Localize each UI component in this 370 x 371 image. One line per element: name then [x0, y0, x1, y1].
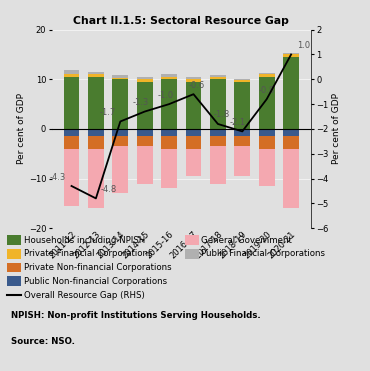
Text: Private Non-financial Corporations: Private Non-financial Corporations	[24, 263, 171, 272]
Text: -1.3: -1.3	[133, 98, 149, 107]
Bar	[161, 74, 177, 77]
Text: Overall Resource Gap (RHS): Overall Resource Gap (RHS)	[24, 290, 144, 299]
Bar	[259, 149, 275, 186]
Bar	[64, 77, 80, 129]
Bar	[210, 77, 226, 79]
Bar	[210, 79, 226, 129]
Bar	[234, 137, 250, 146]
Bar	[88, 129, 104, 137]
Bar	[64, 70, 80, 74]
Text: General Government: General Government	[201, 236, 292, 244]
Bar	[259, 137, 275, 149]
Bar	[137, 137, 153, 146]
Bar	[234, 146, 250, 176]
Bar	[210, 75, 226, 77]
Bar	[259, 74, 275, 77]
Bar	[161, 79, 177, 129]
Bar	[186, 77, 201, 79]
FancyBboxPatch shape	[7, 276, 21, 286]
Bar	[283, 129, 299, 137]
Bar	[137, 146, 153, 184]
Bar	[234, 79, 250, 80]
Bar	[234, 82, 250, 129]
Bar	[210, 137, 226, 146]
FancyBboxPatch shape	[7, 263, 21, 272]
Text: -0.8: -0.8	[259, 86, 275, 95]
Bar	[88, 137, 104, 149]
Bar	[259, 77, 275, 129]
Text: -1.0: -1.0	[157, 91, 174, 100]
Bar	[137, 129, 153, 137]
Bar	[161, 129, 177, 137]
Text: -2.1: -2.1	[229, 118, 245, 127]
Bar	[283, 137, 299, 149]
Text: Households including NPISH: Households including NPISH	[24, 236, 145, 244]
Bar	[88, 72, 104, 74]
Bar	[283, 53, 299, 55]
Text: -1.8: -1.8	[213, 111, 230, 119]
Bar	[259, 73, 275, 74]
Bar	[186, 149, 201, 176]
Text: -4.8: -4.8	[101, 185, 117, 194]
Bar	[112, 146, 128, 193]
FancyBboxPatch shape	[7, 235, 21, 245]
Bar	[259, 129, 275, 137]
Bar	[186, 82, 201, 129]
Bar	[137, 79, 153, 82]
FancyBboxPatch shape	[7, 249, 21, 259]
Bar	[112, 75, 128, 78]
Bar	[161, 77, 177, 79]
Y-axis label: Per cent of GDP: Per cent of GDP	[332, 93, 340, 164]
FancyBboxPatch shape	[185, 235, 199, 245]
Bar	[210, 129, 226, 137]
Bar	[161, 137, 177, 149]
Bar	[112, 137, 128, 146]
Bar	[234, 80, 250, 82]
Bar	[186, 137, 201, 149]
Bar	[64, 149, 80, 206]
Bar	[112, 129, 128, 137]
Text: Public Financial Corporations: Public Financial Corporations	[201, 249, 325, 258]
Text: Public Non-financial Corporations: Public Non-financial Corporations	[24, 277, 167, 286]
Bar	[210, 146, 226, 184]
Bar	[137, 77, 153, 79]
Bar	[64, 129, 80, 137]
Text: -1.7: -1.7	[99, 108, 115, 117]
Title: Chart II.1.5: Sectoral Resource Gap: Chart II.1.5: Sectoral Resource Gap	[73, 16, 289, 26]
Bar	[283, 57, 299, 129]
Bar	[283, 149, 299, 208]
Text: -0.6: -0.6	[189, 81, 205, 90]
Bar	[64, 74, 80, 77]
FancyBboxPatch shape	[185, 249, 199, 259]
Bar	[283, 55, 299, 57]
Text: NPISH: Non-profit Institutions Serving Households.: NPISH: Non-profit Institutions Serving H…	[11, 311, 261, 320]
Bar	[112, 78, 128, 79]
Bar	[234, 129, 250, 137]
Bar	[88, 149, 104, 208]
Bar	[161, 149, 177, 188]
Bar	[137, 82, 153, 129]
Bar	[88, 77, 104, 129]
Bar	[112, 79, 128, 129]
Y-axis label: Per cent of GDP: Per cent of GDP	[17, 93, 26, 164]
Text: 1.0: 1.0	[297, 41, 310, 50]
Bar	[186, 79, 201, 82]
Bar	[186, 129, 201, 137]
Bar	[88, 74, 104, 77]
Text: Source: NSO.: Source: NSO.	[11, 337, 75, 347]
Text: -4.3: -4.3	[49, 173, 65, 181]
Bar	[64, 137, 80, 149]
Text: Private Financial Corporations: Private Financial Corporations	[24, 249, 152, 258]
